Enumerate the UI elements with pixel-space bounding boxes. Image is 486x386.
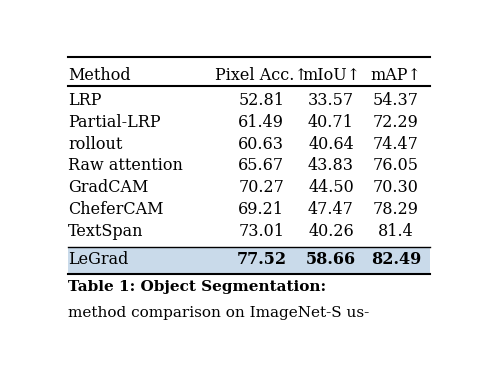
Text: 47.47: 47.47: [308, 201, 354, 218]
Text: 74.47: 74.47: [373, 136, 419, 153]
Bar: [68, 247, 430, 274]
Text: 43.83: 43.83: [308, 157, 354, 174]
Text: Method: Method: [68, 67, 131, 84]
Text: mIoU↑: mIoU↑: [302, 67, 360, 84]
Text: 40.64: 40.64: [308, 136, 354, 153]
Text: method comparison on ImageNet-S us-: method comparison on ImageNet-S us-: [68, 306, 369, 320]
Text: 82.49: 82.49: [371, 251, 421, 268]
Text: LRP: LRP: [68, 92, 102, 109]
Text: Table 1: Object Segmentation:: Table 1: Object Segmentation:: [68, 279, 327, 294]
Text: Pixel Acc.↑: Pixel Acc.↑: [215, 67, 308, 84]
Text: 40.71: 40.71: [308, 114, 354, 131]
Text: 70.30: 70.30: [373, 179, 419, 196]
Text: 44.50: 44.50: [308, 179, 354, 196]
Text: Raw attention: Raw attention: [68, 157, 183, 174]
Text: 70.27: 70.27: [238, 179, 284, 196]
Text: 77.52: 77.52: [236, 251, 286, 268]
Text: 33.57: 33.57: [308, 92, 354, 109]
Text: 72.29: 72.29: [373, 114, 419, 131]
Text: 40.26: 40.26: [308, 223, 354, 240]
Text: 69.21: 69.21: [238, 201, 284, 218]
Text: 76.05: 76.05: [373, 157, 419, 174]
Text: rollout: rollout: [68, 136, 122, 153]
Text: 81.4: 81.4: [378, 223, 414, 240]
Text: 65.67: 65.67: [238, 157, 284, 174]
Text: TextSpan: TextSpan: [68, 223, 144, 240]
Text: mAP↑: mAP↑: [370, 67, 421, 84]
Text: 61.49: 61.49: [238, 114, 284, 131]
Text: LeGrad: LeGrad: [68, 251, 129, 268]
Text: 73.01: 73.01: [238, 223, 284, 240]
Text: 54.37: 54.37: [373, 92, 419, 109]
Text: 78.29: 78.29: [373, 201, 419, 218]
Text: 52.81: 52.81: [238, 92, 284, 109]
Text: 60.63: 60.63: [238, 136, 284, 153]
Text: CheferCAM: CheferCAM: [68, 201, 164, 218]
Text: 58.66: 58.66: [306, 251, 356, 268]
Text: GradCAM: GradCAM: [68, 179, 149, 196]
Text: Partial-LRP: Partial-LRP: [68, 114, 161, 131]
